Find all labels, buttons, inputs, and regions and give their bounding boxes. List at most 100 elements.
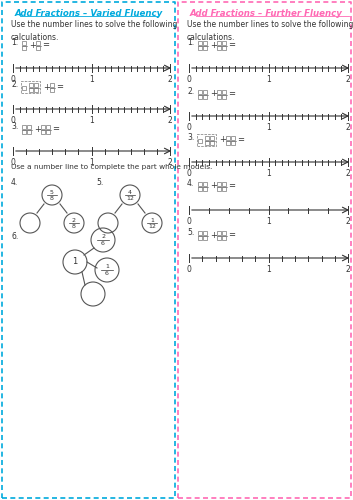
Bar xyxy=(27,125,31,129)
Text: =: = xyxy=(56,82,63,92)
Bar xyxy=(217,236,221,240)
Text: 6: 6 xyxy=(105,271,109,276)
Bar xyxy=(222,187,226,191)
Text: 1: 1 xyxy=(72,258,78,266)
Text: 4.: 4. xyxy=(11,178,18,187)
Bar xyxy=(226,141,230,145)
Text: +: + xyxy=(210,90,217,98)
Text: 5: 5 xyxy=(50,190,54,194)
Text: 0: 0 xyxy=(11,75,16,84)
Bar xyxy=(197,134,216,146)
Text: 12: 12 xyxy=(126,196,134,200)
Text: 1: 1 xyxy=(105,264,109,269)
Text: 8: 8 xyxy=(72,224,76,228)
Bar xyxy=(29,88,33,92)
Text: Add Fractions – Further Fluency: Add Fractions – Further Fluency xyxy=(190,9,342,18)
Bar xyxy=(50,83,54,87)
Bar xyxy=(46,125,50,129)
Text: 2: 2 xyxy=(346,123,351,132)
Text: 2: 2 xyxy=(168,116,172,125)
Bar xyxy=(203,41,207,45)
Text: Use a number line to complete the part whole models.: Use a number line to complete the part w… xyxy=(11,164,213,170)
Text: =: = xyxy=(228,182,235,190)
Text: 1: 1 xyxy=(150,218,154,222)
Text: 5.: 5. xyxy=(96,178,103,187)
Text: 0: 0 xyxy=(187,265,191,274)
Text: 0: 0 xyxy=(187,75,191,84)
Text: 1: 1 xyxy=(89,75,94,84)
Text: 1: 1 xyxy=(89,158,94,167)
Text: +: + xyxy=(34,124,41,134)
Text: 0: 0 xyxy=(187,169,191,178)
Bar xyxy=(205,136,209,140)
Bar xyxy=(210,141,214,145)
Text: 8: 8 xyxy=(50,196,54,200)
Bar xyxy=(198,95,202,99)
Bar xyxy=(22,46,26,50)
Text: Add Fractions – Varied Fluency: Add Fractions – Varied Fluency xyxy=(15,9,163,18)
Text: +: + xyxy=(219,136,226,144)
Bar xyxy=(203,231,207,235)
Bar xyxy=(198,182,202,186)
Bar xyxy=(217,187,221,191)
Bar xyxy=(217,90,221,94)
Bar xyxy=(203,90,207,94)
Text: 2: 2 xyxy=(101,234,105,239)
Bar xyxy=(198,46,202,50)
Bar xyxy=(198,90,202,94)
Text: +: + xyxy=(29,40,36,50)
Bar xyxy=(27,130,31,134)
Text: 4: 4 xyxy=(128,190,132,194)
Text: =: = xyxy=(228,40,235,50)
Text: 2: 2 xyxy=(346,217,351,226)
Bar xyxy=(217,41,221,45)
Bar xyxy=(41,130,45,134)
Bar xyxy=(222,182,226,186)
Bar xyxy=(205,141,209,145)
Bar xyxy=(41,125,45,129)
Text: Use the number lines to solve the following
calculations.: Use the number lines to solve the follow… xyxy=(187,20,353,42)
Bar xyxy=(231,136,235,140)
Bar xyxy=(222,46,226,50)
Bar xyxy=(222,90,226,94)
Bar xyxy=(50,88,54,92)
Bar xyxy=(22,125,26,129)
Text: 6.: 6. xyxy=(11,232,18,241)
Text: 0: 0 xyxy=(11,116,16,125)
Text: 1: 1 xyxy=(266,217,271,226)
Bar xyxy=(198,41,202,45)
Text: 2: 2 xyxy=(346,169,351,178)
Text: 1: 1 xyxy=(266,75,271,84)
Bar xyxy=(21,81,40,93)
Text: 1: 1 xyxy=(266,123,271,132)
Text: =: = xyxy=(228,230,235,239)
Text: 3.: 3. xyxy=(187,133,194,142)
Text: =: = xyxy=(237,136,244,144)
Text: 1: 1 xyxy=(266,169,271,178)
Bar xyxy=(203,236,207,240)
Text: 2: 2 xyxy=(72,218,76,222)
Text: 2: 2 xyxy=(346,75,351,84)
Bar xyxy=(198,236,202,240)
Bar xyxy=(36,46,40,50)
Bar xyxy=(46,130,50,134)
Text: =: = xyxy=(52,124,59,134)
Text: 5.: 5. xyxy=(187,228,194,237)
Bar xyxy=(217,95,221,99)
Bar xyxy=(210,136,214,140)
Bar xyxy=(34,83,38,87)
Text: +: + xyxy=(210,182,217,190)
Bar xyxy=(222,41,226,45)
Text: +: + xyxy=(210,40,217,50)
Bar xyxy=(217,231,221,235)
Text: =: = xyxy=(42,40,49,50)
Text: 0: 0 xyxy=(187,123,191,132)
Text: 2: 2 xyxy=(168,75,172,84)
Bar xyxy=(22,130,26,134)
Bar xyxy=(203,46,207,50)
Text: 2.: 2. xyxy=(11,80,18,89)
Bar xyxy=(29,83,33,87)
Text: 1: 1 xyxy=(266,265,271,274)
Bar xyxy=(22,86,26,90)
Bar xyxy=(203,182,207,186)
